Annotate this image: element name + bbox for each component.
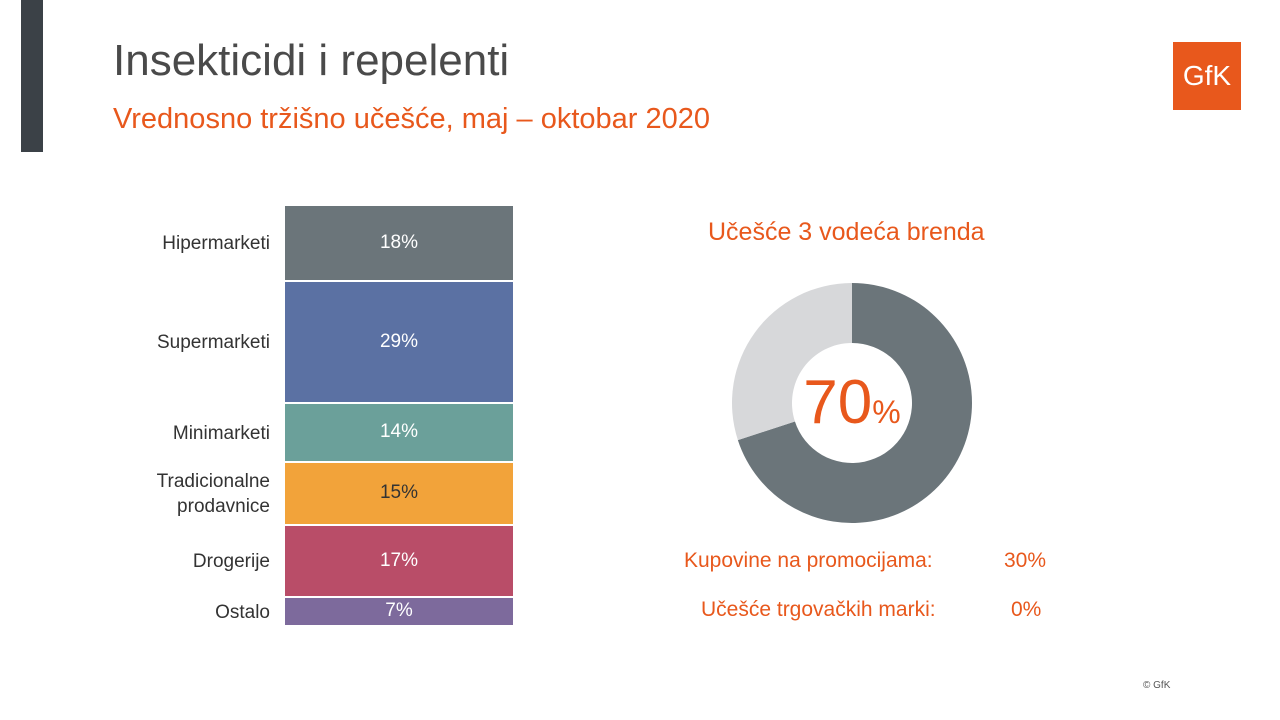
stat-promo-label: Kupovine na promocijama: bbox=[684, 549, 933, 572]
donut-title: Učešće 3 vodeća brenda bbox=[708, 218, 985, 246]
category-label: Tradicionalne prodavnice bbox=[156, 471, 270, 518]
stat-private-label: Učešće trgovačkih marki: bbox=[701, 598, 936, 621]
center-number: 70 bbox=[803, 368, 873, 437]
data-label: 18% bbox=[379, 231, 419, 253]
bar-segment: 18% bbox=[285, 206, 513, 282]
data-label: 15% bbox=[379, 482, 419, 504]
data-label: 7% bbox=[385, 600, 413, 622]
bar-segment: 7% bbox=[285, 597, 513, 627]
gfk-logo: GfK bbox=[1173, 42, 1241, 110]
data-label: 14% bbox=[379, 421, 419, 443]
category-label: Hipermarketi bbox=[162, 233, 270, 255]
stat-promo-value: 30% bbox=[1004, 549, 1047, 572]
bar-segment: 29% bbox=[285, 281, 513, 404]
donut-slice bbox=[732, 283, 852, 441]
page-subtitle: Vrednosno tržišno učešće, maj – oktobar … bbox=[113, 103, 710, 135]
stat-private-value: 0% bbox=[1011, 598, 1042, 621]
category-label: Supermarketi bbox=[157, 332, 270, 354]
bar-segment: 17% bbox=[285, 525, 513, 598]
category-label: Minimarketi bbox=[172, 422, 270, 444]
center-unit: % bbox=[872, 394, 901, 430]
accent-bar bbox=[21, 0, 43, 152]
copyright: © GfK bbox=[1143, 680, 1171, 691]
category-label: Drogerije bbox=[192, 551, 270, 573]
page-title: Insekticidi i repelenti bbox=[113, 36, 510, 85]
donut-center-value: 70% bbox=[792, 365, 912, 450]
data-label: 29% bbox=[379, 330, 419, 352]
bar-segment: 14% bbox=[285, 403, 513, 463]
category-label: Ostalo bbox=[215, 601, 270, 623]
donut-slice bbox=[737, 283, 973, 524]
data-label: 17% bbox=[379, 549, 419, 571]
bar-segment: 15% bbox=[285, 462, 513, 526]
